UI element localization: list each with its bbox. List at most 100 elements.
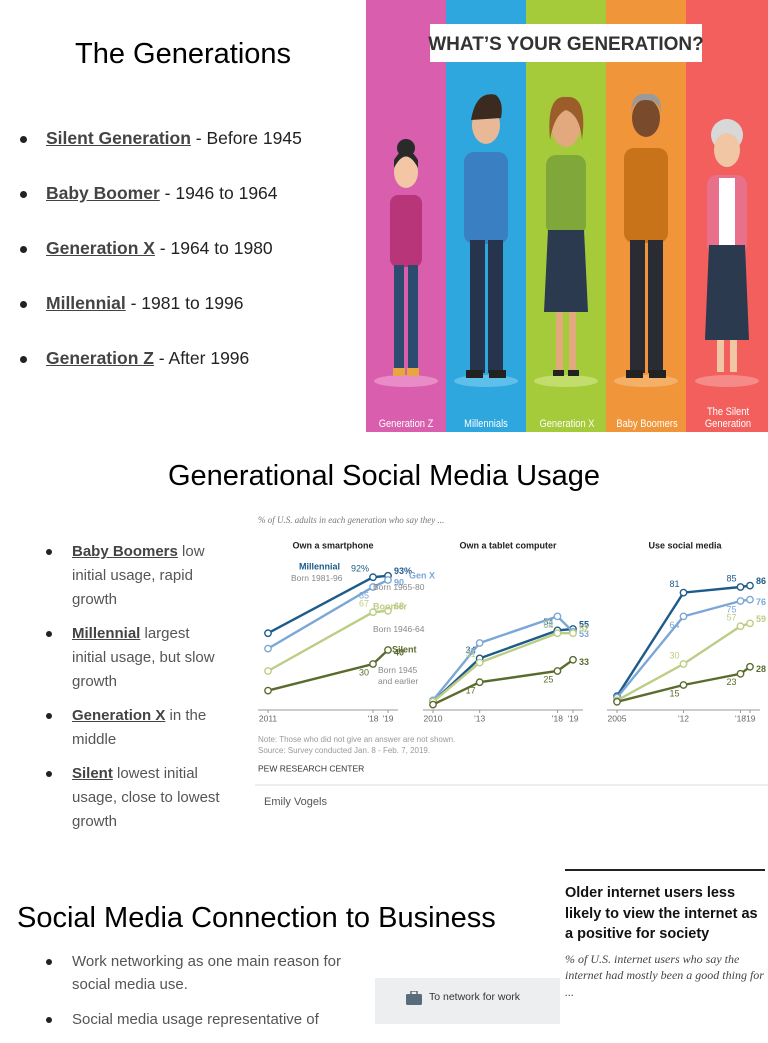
- data-label: 23: [726, 677, 736, 687]
- bullet-text: - After 1996: [153, 348, 250, 368]
- data-label: 75: [726, 604, 736, 614]
- bullet-item: Millennial largest initial usage, but sl…: [45, 622, 225, 694]
- data-label: 53: [579, 629, 589, 639]
- data-label: 76: [756, 597, 766, 607]
- data-label: 64: [669, 620, 679, 630]
- inset-title: Older internet users less likely to view…: [565, 885, 758, 942]
- x-tick-label: '19: [382, 713, 393, 723]
- x-tick-label: '19: [744, 713, 755, 723]
- x-tick-label: '18: [552, 713, 563, 723]
- data-label: 30: [359, 667, 369, 677]
- panel-title: Own a smartphone: [292, 540, 373, 550]
- series-line: [267, 574, 389, 635]
- x-tick-label: '18: [367, 713, 378, 723]
- bullet-list: Baby Boomers low initial usage, rapid gr…: [45, 540, 225, 844]
- bullet-item: Social media usage representative of: [45, 1008, 365, 1031]
- data-label: 90: [394, 577, 404, 587]
- series-name: Millennial: [299, 561, 340, 571]
- chart-note: Note: Those who did not give an answer a…: [258, 735, 455, 744]
- data-label: 68: [394, 601, 404, 611]
- stripe-label: Generation X: [539, 418, 595, 430]
- data-label: 31: [466, 649, 476, 659]
- data-label: 92%: [351, 564, 369, 574]
- section-title: Generational Social Media Usage: [167, 460, 601, 492]
- data-label: 28: [756, 664, 766, 674]
- bullet-text: in the middle: [72, 707, 207, 748]
- data-label: 55: [579, 619, 589, 629]
- data-point: [736, 583, 745, 591]
- series-line: [432, 632, 573, 703]
- inset-card: Older internet users less likely to view…: [565, 869, 765, 1000]
- series-name: Silent: [392, 644, 417, 654]
- x-tick-label: '18: [735, 713, 746, 723]
- bullet-term: Millennial: [46, 293, 126, 313]
- stripe-label: Baby Boomers: [616, 418, 678, 430]
- briefcase-icon: [406, 991, 422, 1005]
- bullet-item: Silent lowest initial usage, close to lo…: [45, 762, 225, 834]
- data-label: 40: [394, 647, 404, 657]
- bullet-item: Generation Z - After 1996: [20, 348, 350, 369]
- data-point: [746, 595, 754, 604]
- data-point: [264, 629, 272, 638]
- generations-illustration: WHAT’S YOUR GENERATION? Generation Z Mill…: [366, 0, 768, 432]
- data-point: [736, 597, 745, 605]
- x-tick-label: 2005: [608, 713, 627, 723]
- bullet-item: Baby Boomers low initial usage, rapid gr…: [45, 540, 225, 612]
- x-tick-label: '12: [678, 713, 689, 723]
- panel-title: Own a tablet computer: [459, 540, 557, 550]
- data-label: 30: [669, 650, 679, 660]
- series-name: Gen X: [409, 570, 435, 580]
- series-line: [616, 665, 751, 703]
- data-label: 17: [466, 686, 476, 696]
- data-point: [264, 686, 272, 695]
- bullet-item: Baby Boomer - 1946 to 1964: [20, 183, 350, 204]
- data-point: [384, 606, 392, 615]
- bullet-term: Generation X: [46, 238, 155, 258]
- data-point: [746, 581, 754, 590]
- data-point: [475, 678, 484, 687]
- series-born: Born 1946-64: [373, 624, 425, 634]
- bullet-text: Work networking as one main reason for s…: [72, 953, 342, 993]
- data-label: 64: [543, 620, 553, 630]
- data-point: [746, 662, 754, 671]
- illustration-art: WHAT’S YOUR GENERATION?: [366, 0, 768, 432]
- bullet-term: Generation X: [72, 707, 166, 724]
- bullet-text: - 1946 to 1964: [159, 183, 278, 203]
- series-born: Born 1981-96: [291, 573, 343, 583]
- bullet-text: lowest initial usage, close to lowest gr…: [72, 765, 220, 830]
- chart-credit: PEW RESEARCH CENTER: [258, 763, 364, 773]
- series-line: [267, 649, 389, 692]
- section-title: The Generations: [75, 38, 292, 70]
- data-point: [679, 588, 688, 597]
- series-name: Boomer: [373, 601, 408, 611]
- x-tick-label: '19: [567, 713, 578, 723]
- bullet-text: - 1964 to 1980: [154, 238, 273, 258]
- data-label: 15: [669, 688, 679, 698]
- data-label: 54: [543, 617, 553, 627]
- banner-text: WHAT’S YOUR GENERATION?: [428, 34, 704, 55]
- bullet-item: Work networking as one main reason for s…: [45, 950, 365, 996]
- data-point: [369, 608, 377, 617]
- data-label: 85: [726, 573, 736, 583]
- data-label: 33: [579, 657, 589, 667]
- bullet-text: low initial usage, rapid growth: [72, 543, 205, 608]
- series-born: Born 1945 and earlier: [378, 665, 419, 686]
- bullet-item: Generation X - 1964 to 1980: [20, 238, 350, 259]
- bullet-list: Work networking as one main reason for s…: [45, 950, 365, 1043]
- data-point: [369, 660, 377, 668]
- bullet-term: Silent Generation: [46, 128, 191, 148]
- bullet-list: Silent Generation - Before 1945 Baby Boom…: [20, 128, 350, 403]
- series-line: [615, 584, 751, 697]
- stripe-label: Generation Z: [378, 418, 434, 430]
- data-point: [553, 612, 562, 621]
- bullet-term: Silent: [72, 765, 113, 782]
- stripe-label: Millennials: [464, 418, 509, 430]
- bullet-term: Baby Boomers: [72, 543, 178, 560]
- data-label: 52: [579, 624, 589, 634]
- bullet-text: - Before 1945: [190, 128, 302, 148]
- panel-title: Use social media: [648, 540, 722, 550]
- series-line: [616, 622, 751, 702]
- inset-row-label: To network for work: [429, 991, 521, 1003]
- data-point: [679, 660, 688, 668]
